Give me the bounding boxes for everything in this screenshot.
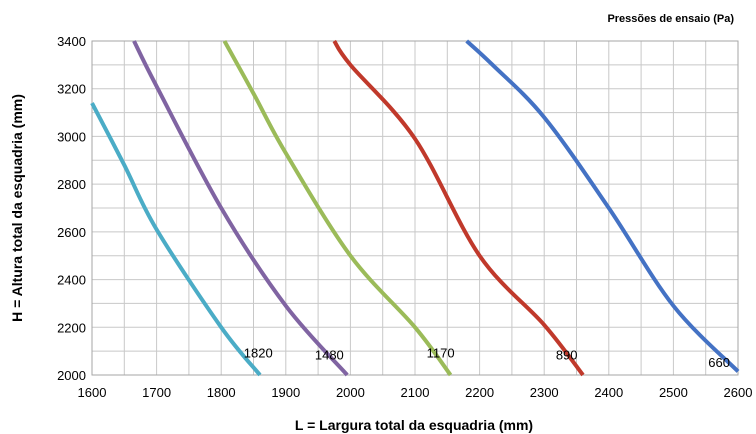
x-tick-label: 2100 xyxy=(401,385,430,400)
curve-label-1820: 1820 xyxy=(244,345,273,360)
curve-label-1480: 1480 xyxy=(315,348,344,363)
plot-border xyxy=(91,40,739,376)
x-tick-label: 2000 xyxy=(336,385,365,400)
y-tick-label: 2000 xyxy=(57,368,86,383)
y-axis-title: H = Altura total da esquadria (mm) xyxy=(9,94,25,322)
y-tick-label: 2400 xyxy=(57,273,86,288)
series-line-1170 xyxy=(222,40,453,377)
curve-labels: 660 890 1170 1480 1820 xyxy=(244,345,730,370)
series-line-1480 xyxy=(132,40,349,377)
x-tick-label: 2400 xyxy=(594,385,623,400)
legend-title: Pressões de ensaio (Pa) xyxy=(607,13,734,25)
chart-series-group xyxy=(90,39,740,377)
y-tick-label: 2800 xyxy=(57,177,86,192)
y-tick-label: 2600 xyxy=(57,225,86,240)
x-tick-label: 2500 xyxy=(659,385,688,400)
x-tick-label: 2600 xyxy=(724,385,753,400)
y-tick-label: 3400 xyxy=(57,34,86,49)
y-tick-label: 3200 xyxy=(57,82,86,97)
series-line-1820 xyxy=(90,102,262,377)
curve-label-890: 890 xyxy=(556,348,578,363)
y-tick-label: 2200 xyxy=(57,320,86,335)
x-axis-title: L = Largura total da esquadria (mm) xyxy=(295,417,533,433)
x-tick-label: 2300 xyxy=(530,385,559,400)
x-tick-labels: 1600 1700 1800 1900 2000 2100 2200 2300 2400 2500… xyxy=(78,385,753,400)
x-tick-label: 2200 xyxy=(465,385,494,400)
series-line-890 xyxy=(332,39,585,377)
y-tick-label: 3000 xyxy=(57,129,86,144)
series-line-660 xyxy=(465,39,740,373)
x-tick-label: 1900 xyxy=(271,385,300,400)
x-tick-label: 1800 xyxy=(207,385,236,400)
plot-area xyxy=(91,40,739,376)
x-tick-label: 1600 xyxy=(78,385,107,400)
y-tick-labels: 2000 2200 2400 2600 2800 3000 3200 3400 xyxy=(57,34,86,383)
curve-label-660: 660 xyxy=(708,355,730,370)
curve-label-1170: 1170 xyxy=(427,345,455,360)
x-tick-label: 1700 xyxy=(142,385,171,400)
